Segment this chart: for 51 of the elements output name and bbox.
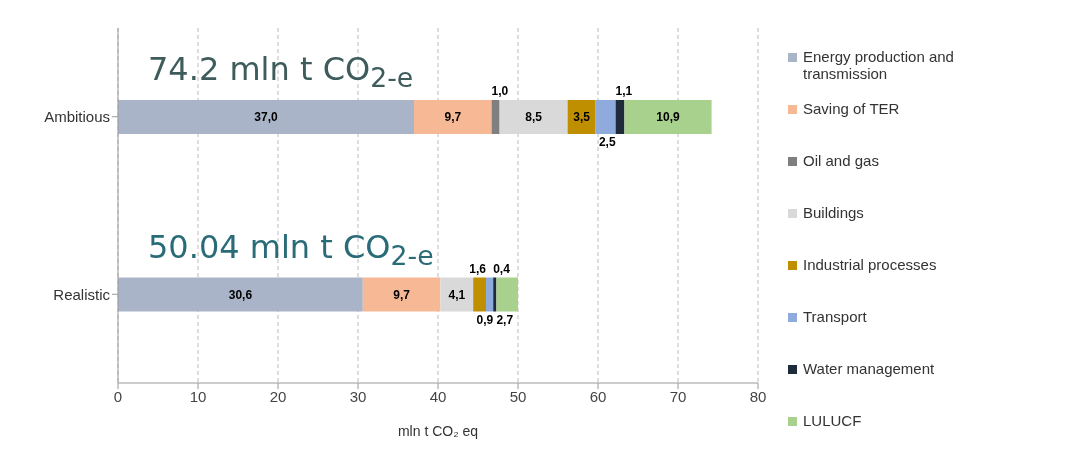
x-axis-title: mln t CO₂ eq xyxy=(397,423,479,439)
data-label: 9,7 xyxy=(444,110,462,124)
bar xyxy=(624,100,712,134)
data-label: 10,9 xyxy=(656,110,680,124)
legend-label: LULUCF xyxy=(803,412,862,429)
legend-label: Water management xyxy=(803,360,935,377)
bar xyxy=(118,277,363,312)
x-tick-label: 20 xyxy=(269,387,287,405)
annotation: 74.2 mln t CO$_{2-e}$ xyxy=(148,50,414,94)
data-label: 30,6 xyxy=(228,287,253,302)
data-label: 3,5 xyxy=(573,110,591,124)
legend-label: Industrial processes xyxy=(803,256,937,273)
bar xyxy=(486,277,494,312)
bar xyxy=(499,100,568,134)
data-label: 8,5 xyxy=(525,110,543,124)
bar xyxy=(440,277,474,312)
bar xyxy=(491,100,500,134)
x-tick-label: 30 xyxy=(349,387,367,405)
bar xyxy=(414,100,492,134)
x-tick-label: 40 xyxy=(429,387,447,405)
data-label: 2,5 xyxy=(598,135,616,149)
x-tick-label: 60 xyxy=(589,387,607,405)
x-tick-label: 0 xyxy=(113,387,123,405)
x-tick-label: 50 xyxy=(509,387,527,405)
legend-label: Oil and gas xyxy=(803,152,879,169)
data-label: 1,6 xyxy=(469,261,487,276)
bar xyxy=(615,100,625,134)
data-label: 0,9 xyxy=(476,312,494,327)
data-label: 37,0 xyxy=(254,110,278,124)
bar xyxy=(496,277,518,312)
legend-label: Energy production and transmission xyxy=(803,48,955,82)
bar xyxy=(595,100,616,134)
bar xyxy=(362,277,441,312)
legend-label: Buildings xyxy=(803,204,864,221)
y-tick-label: Realistic xyxy=(53,285,111,303)
data-label: 2,7 xyxy=(496,312,514,327)
x-tick-label: 80 xyxy=(749,387,767,405)
data-label: 1,1 xyxy=(615,84,633,98)
annotation: 50.04 mln t CO$_{2-e}$ xyxy=(148,227,434,271)
y-tick-label: Ambitious xyxy=(44,108,110,126)
legend-label: Saving of TER xyxy=(803,100,900,117)
data-label: 1,0 xyxy=(491,84,509,98)
x-tick-label: 70 xyxy=(669,387,687,405)
x-tick-label: 10 xyxy=(189,387,207,405)
data-label: 9,7 xyxy=(393,287,411,302)
bar xyxy=(473,277,486,312)
data-label: 4,1 xyxy=(448,287,466,302)
data-label: 0,4 xyxy=(493,261,511,276)
legend-label: Transport xyxy=(803,308,867,325)
bar xyxy=(493,277,497,312)
bar xyxy=(118,100,414,134)
